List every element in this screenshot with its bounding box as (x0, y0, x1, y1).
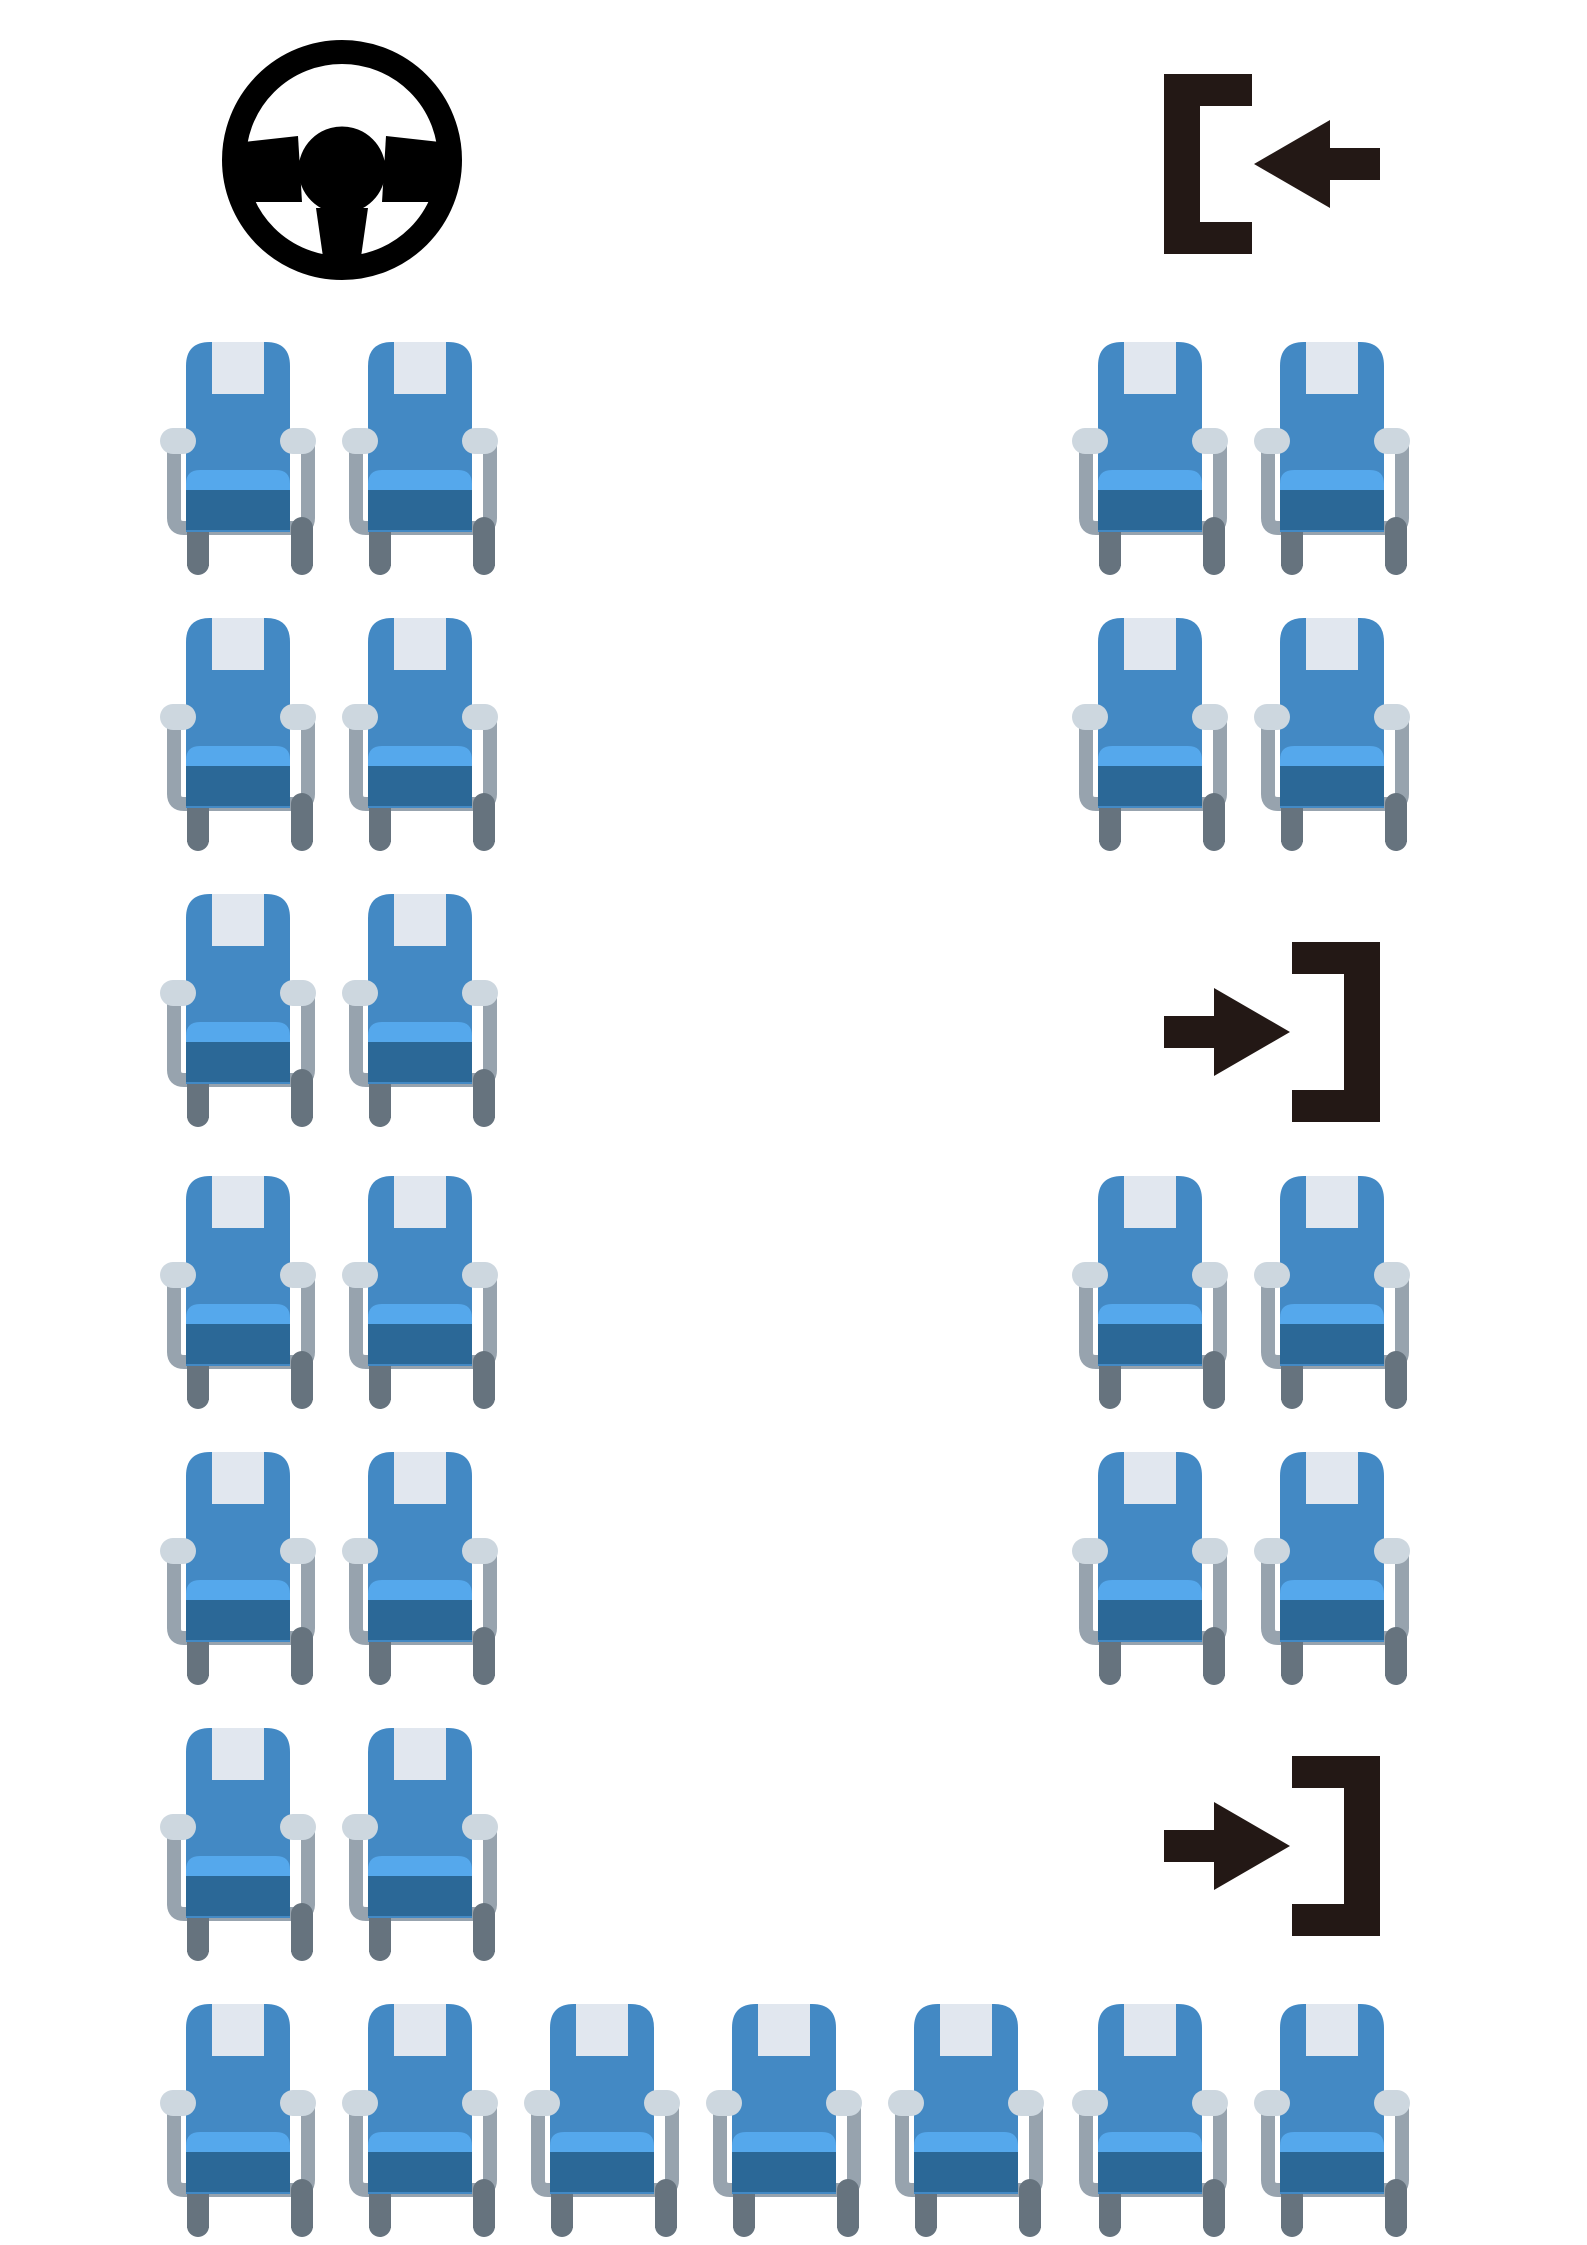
seat-rear-6[interactable] (1072, 2004, 1228, 2228)
seat-rear-7[interactable] (1254, 2004, 1410, 2228)
seat-rear-3[interactable] (524, 2004, 680, 2228)
middle-door-entry-icon (1164, 942, 1380, 1122)
seat-left-row5-a[interactable] (160, 1452, 316, 1676)
seat-rear-2[interactable] (342, 2004, 498, 2228)
seat-left-row5-b[interactable] (342, 1452, 498, 1676)
seat-rear-1[interactable] (160, 2004, 316, 2228)
steering-wheel-icon (222, 40, 462, 280)
front-door-exit-icon (1164, 74, 1380, 254)
seat-right-row5-b[interactable] (1254, 1452, 1410, 1676)
seat-right-row5-a[interactable] (1072, 1452, 1228, 1676)
seat-right-row4-b[interactable] (1254, 1176, 1410, 1400)
seat-left-row4-a[interactable] (160, 1176, 316, 1400)
seat-left-row1-b[interactable] (342, 342, 498, 566)
seat-left-row3-a[interactable] (160, 894, 316, 1118)
seat-rear-5[interactable] (888, 2004, 1044, 2228)
seat-left-row6-b[interactable] (342, 1728, 498, 1952)
seat-right-row1-a[interactable] (1072, 342, 1228, 566)
seat-left-row1-a[interactable] (160, 342, 316, 566)
seat-left-row4-b[interactable] (342, 1176, 498, 1400)
seat-left-row6-a[interactable] (160, 1728, 316, 1952)
seat-right-row1-b[interactable] (1254, 342, 1410, 566)
seat-left-row3-b[interactable] (342, 894, 498, 1118)
seat-left-row2-a[interactable] (160, 618, 316, 842)
rear-bench (160, 2004, 1410, 2228)
seat-right-row4-a[interactable] (1072, 1176, 1228, 1400)
seat-right-row2-a[interactable] (1072, 618, 1228, 842)
left-seat-column (160, 342, 498, 1952)
seat-rear-4[interactable] (706, 2004, 862, 2228)
seat-right-row2-b[interactable] (1254, 618, 1410, 842)
seat-left-row2-b[interactable] (342, 618, 498, 842)
rear-door-entry-icon (1164, 1756, 1380, 1936)
